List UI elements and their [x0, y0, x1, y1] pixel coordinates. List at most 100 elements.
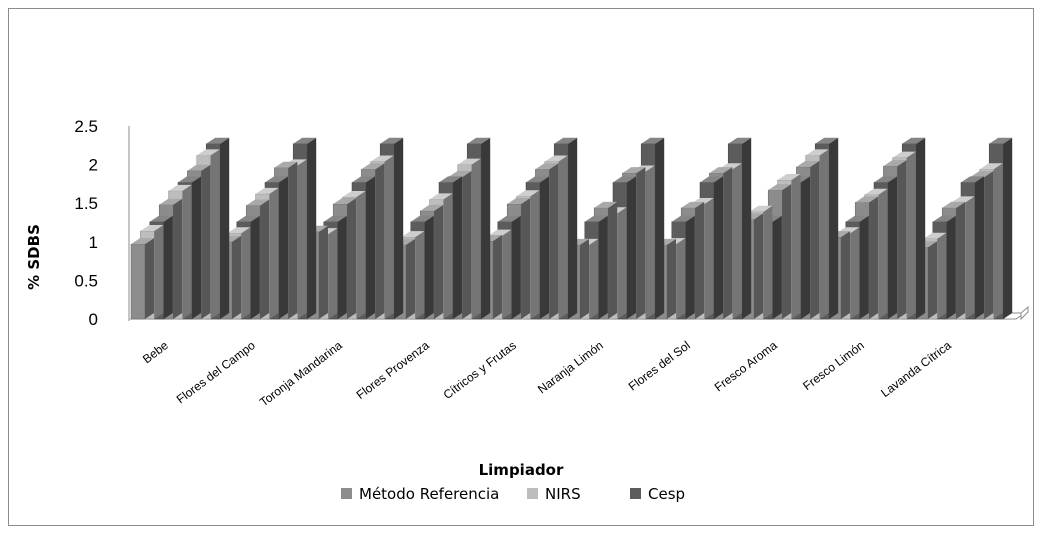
- legend-swatch: [341, 488, 352, 499]
- bar-top: [410, 215, 434, 222]
- bar-side: [154, 224, 164, 319]
- chart-bars: [130, 137, 1013, 320]
- bar-top: [196, 149, 220, 156]
- bar-side: [269, 187, 279, 319]
- bar-top: [989, 137, 1013, 144]
- bar-top: [342, 191, 366, 198]
- bar-side: [201, 164, 211, 319]
- bar-top: [457, 158, 481, 165]
- bar-side: [366, 176, 375, 319]
- bar-side: [220, 137, 230, 319]
- bar-top: [855, 196, 879, 203]
- bar-side: [394, 137, 404, 319]
- bar-side: [521, 197, 531, 319]
- bar-side: [481, 137, 491, 319]
- bar-side: [627, 176, 636, 319]
- bar-side: [356, 191, 366, 319]
- bar-side: [878, 188, 888, 319]
- bar-side: [471, 158, 481, 319]
- bar-side: [173, 198, 183, 319]
- bar-side: [782, 184, 792, 319]
- legend-swatch: [630, 488, 641, 499]
- y-tick-label: 2.5: [74, 117, 98, 136]
- bar-side: [772, 215, 782, 319]
- bar-side: [502, 229, 512, 319]
- bar-top: [535, 163, 559, 170]
- bar-top: [796, 160, 820, 167]
- bar-side: [297, 159, 307, 319]
- bar-top: [942, 201, 966, 208]
- x-tick-label: Fresco Aroma: [712, 338, 780, 394]
- bar-side: [260, 199, 270, 319]
- bar-side: [347, 197, 357, 319]
- bar-top: [594, 201, 618, 208]
- bar-side: [434, 204, 444, 319]
- bar-top: [709, 167, 733, 174]
- bar-top: [293, 137, 317, 144]
- legend-item: Método Referencia: [341, 485, 499, 503]
- legend-item: NIRS: [527, 485, 581, 503]
- y-tick-label: 1: [89, 233, 98, 252]
- bar-side: [406, 238, 415, 319]
- bar-side: [801, 176, 810, 319]
- chart-legend: Método Referencia NIRS Cesp: [341, 485, 685, 503]
- bar-top: [448, 170, 472, 177]
- bar-side: [655, 137, 665, 319]
- bar-top: [544, 155, 568, 162]
- x-tick-label: Naranja Limón: [535, 338, 606, 396]
- bar-top: [671, 215, 695, 222]
- bar-side: [645, 165, 655, 319]
- bar-side: [250, 215, 260, 319]
- bar-top: [923, 232, 947, 239]
- bar-side: [210, 149, 220, 319]
- bar-top: [488, 229, 512, 236]
- bar-top: [700, 176, 723, 183]
- bar-side: [636, 167, 646, 319]
- bar-side: [714, 176, 723, 319]
- x-tick-label: Flores Provenza: [354, 338, 432, 402]
- bar-side: [1003, 137, 1013, 319]
- bar-top: [864, 188, 888, 195]
- bar-top: [728, 137, 752, 144]
- legend-label: Cesp: [648, 485, 685, 503]
- bar-top: [361, 163, 385, 170]
- bar-side: [319, 225, 328, 319]
- bar-top: [883, 160, 907, 167]
- bar-top: [892, 151, 916, 158]
- bar-top: [206, 137, 230, 144]
- bar-top: [932, 215, 956, 222]
- bar-side: [676, 238, 686, 319]
- bar-top: [526, 176, 549, 183]
- bar-top: [805, 149, 829, 156]
- legend-swatch: [527, 488, 538, 499]
- bar-top: [187, 164, 211, 171]
- x-axis-title: Limpiador: [479, 461, 564, 479]
- bar-side: [928, 241, 937, 319]
- x-tick-label: Fresco Limón: [800, 338, 866, 393]
- bar-side: [443, 193, 453, 319]
- bar-top: [246, 199, 270, 206]
- bar-top: [149, 215, 173, 222]
- bar-side: [937, 232, 947, 319]
- bar-side: [667, 238, 676, 319]
- x-tick-label: Flores del Sol: [626, 338, 693, 393]
- bar-top: [323, 215, 347, 222]
- bar-top: [845, 215, 869, 222]
- bar-side: [975, 176, 984, 319]
- y-axis-title: % SDBS: [25, 224, 43, 290]
- bar-side: [493, 235, 502, 319]
- bar-side: [424, 215, 434, 319]
- bar-side: [723, 167, 733, 319]
- bar-side: [549, 163, 559, 319]
- bar-top: [613, 176, 636, 183]
- bar-side: [754, 213, 763, 319]
- bar-top: [622, 167, 646, 174]
- bar-top: [178, 176, 201, 183]
- x-tick-label: Toronja Mandarina: [257, 338, 345, 409]
- bar-top: [429, 193, 453, 200]
- y-tick-label: 1.5: [74, 194, 98, 213]
- bar-top: [970, 170, 994, 177]
- bar-top: [902, 137, 926, 144]
- bar-side: [598, 215, 608, 319]
- bar-side: [568, 137, 578, 319]
